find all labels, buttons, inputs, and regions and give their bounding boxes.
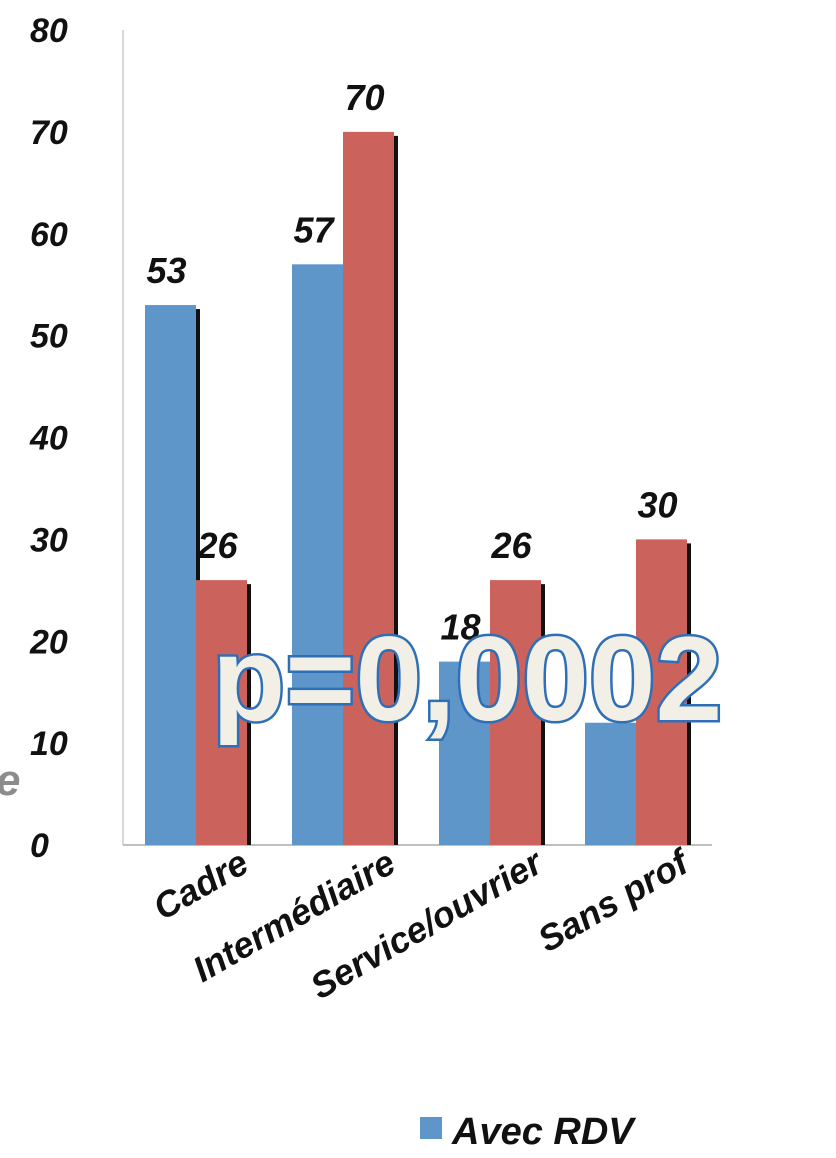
- legend-label-avec-rdv: Avec RDV: [451, 1111, 636, 1153]
- y-tick-label-0: 0: [30, 827, 49, 865]
- data-label-service-ouvrier-s0: 18: [440, 607, 480, 648]
- y-tick-label-20: 20: [29, 623, 68, 661]
- data-label-cadre-s1: 26: [196, 525, 238, 566]
- bar-service-ouvrier-s0: [439, 661, 490, 845]
- legend: Avec RDV: [420, 1111, 636, 1153]
- y-tick-label-70: 70: [30, 114, 68, 152]
- y-tick-label-60: 60: [30, 216, 68, 254]
- data-label-service-ouvrier-s1: 26: [490, 525, 532, 566]
- y-tick-label-50: 50: [30, 318, 68, 356]
- data-label-intermediaire-s1: 70: [344, 77, 384, 118]
- legend-swatch-avec-rdv: [420, 1117, 442, 1139]
- y-tick-label-30: 30: [30, 521, 68, 559]
- data-label-intermediaire-s0: 57: [293, 209, 335, 250]
- category-label-sans-prof: Sans prof: [531, 840, 698, 960]
- p-value-annotation: p=0,0002: [212, 612, 722, 746]
- bar-sans-prof-s1: [636, 539, 687, 845]
- y-tick-label-10: 10: [30, 725, 68, 763]
- y-tick-label-40: 40: [29, 420, 68, 458]
- bar-cadre-s1: [196, 580, 247, 845]
- bar-intermediaire-s0: [292, 264, 343, 845]
- data-label-sans-prof-s1: 30: [637, 484, 677, 525]
- bar-intermediaire-s1: [343, 131, 394, 845]
- y-tick-label-80: 80: [30, 12, 68, 50]
- bar-service-ouvrier-s1: [490, 580, 541, 845]
- left-edge-fragment: e: [0, 756, 20, 805]
- bar-cadre-s0: [145, 305, 196, 845]
- data-label-cadre-s0: 53: [146, 250, 186, 291]
- category-label-cadre: Cadre: [146, 841, 255, 928]
- bar-sans-prof-s0: [585, 722, 636, 845]
